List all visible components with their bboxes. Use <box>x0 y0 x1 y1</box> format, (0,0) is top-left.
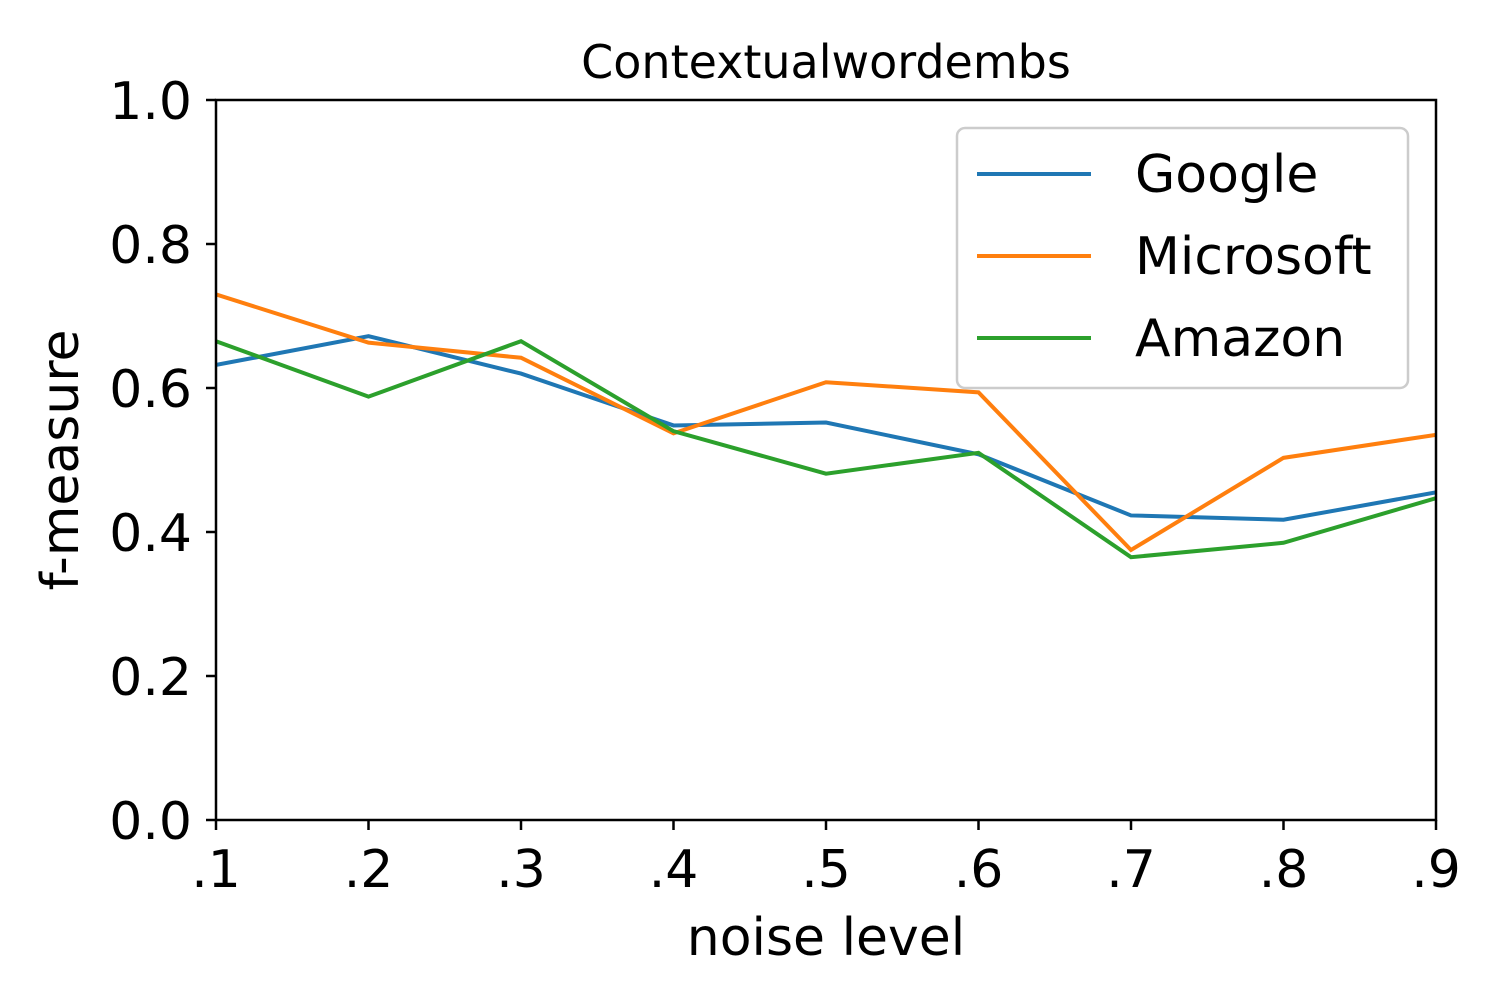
legend-label-microsoft: Microsoft <box>1135 227 1372 287</box>
x-tick-label: .7 <box>1106 840 1156 900</box>
x-axis-label: noise level <box>687 908 965 968</box>
x-tick-label: .9 <box>1411 840 1461 900</box>
x-tick-label: .2 <box>344 840 394 900</box>
y-tick-label: 1.0 <box>109 72 192 132</box>
y-axis-ticks: 0.0 0.2 0.4 0.6 0.8 1.0 <box>109 72 216 852</box>
x-tick-label: .5 <box>801 840 851 900</box>
y-tick-label: 0.4 <box>109 504 192 564</box>
legend-label-amazon: Amazon <box>1135 309 1345 369</box>
legend-label-google: Google <box>1135 145 1318 205</box>
legend-box <box>955 126 1410 390</box>
y-tick-label: 0.2 <box>109 648 192 708</box>
x-axis-ticks: .1 .2 .3 .4 .5 .6 .7 .8 .9 <box>191 820 1461 900</box>
x-tick-label: .4 <box>649 840 699 900</box>
series-layer <box>216 292 1436 560</box>
y-tick-label: 0.8 <box>109 216 192 276</box>
legend: Google Microsoft Amazon <box>955 126 1410 390</box>
y-tick-label: 0.6 <box>109 360 192 420</box>
x-tick-label: .6 <box>954 840 1004 900</box>
chart-title: Contextualwordembs <box>581 35 1071 89</box>
x-tick-label: .8 <box>1259 840 1309 900</box>
x-tick-label: .3 <box>496 840 546 900</box>
y-tick-label: 0.0 <box>109 792 192 852</box>
x-tick-label: .1 <box>191 840 241 900</box>
y-axis-label: f-measure <box>31 329 91 590</box>
